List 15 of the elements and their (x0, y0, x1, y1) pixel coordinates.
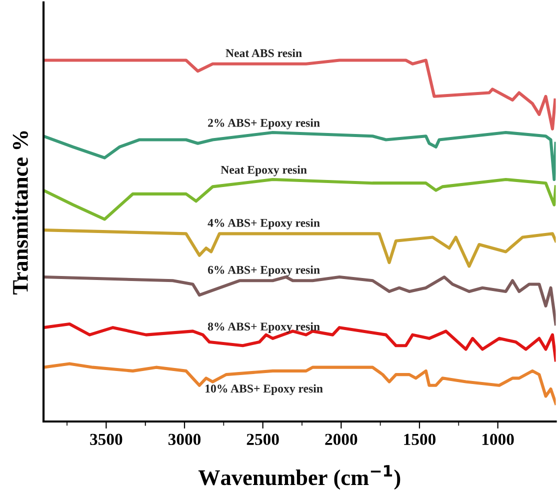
x-tick-label: 2000 (325, 434, 358, 446)
series-label: 6% ABS+ Epoxy resin (208, 266, 320, 276)
x-axis-title: Wavenumber (cm$^{−1}$) (198, 465, 400, 490)
series-label: 10% ABS+ Epoxy resin (206, 384, 323, 396)
series-label: 2% ABS+ Epoxy resin (208, 118, 320, 130)
x-tick-label: 2500 (246, 434, 279, 446)
series-label: Neat ABS resin (226, 48, 302, 58)
x-tick-label: 3500 (90, 434, 122, 446)
series-label: 4% ABS+ Epoxy resin (208, 218, 320, 230)
x-tick-label: 1000 (482, 434, 514, 446)
x-tick-label: 1500 (404, 434, 436, 446)
series-label: Neat Epoxy resin (220, 165, 307, 176)
x-tick-label: 3000 (168, 434, 201, 446)
y-axis-title: Transmittance % (12, 131, 28, 294)
series-label: 8% ABS+ Epoxy resin (208, 322, 320, 333)
